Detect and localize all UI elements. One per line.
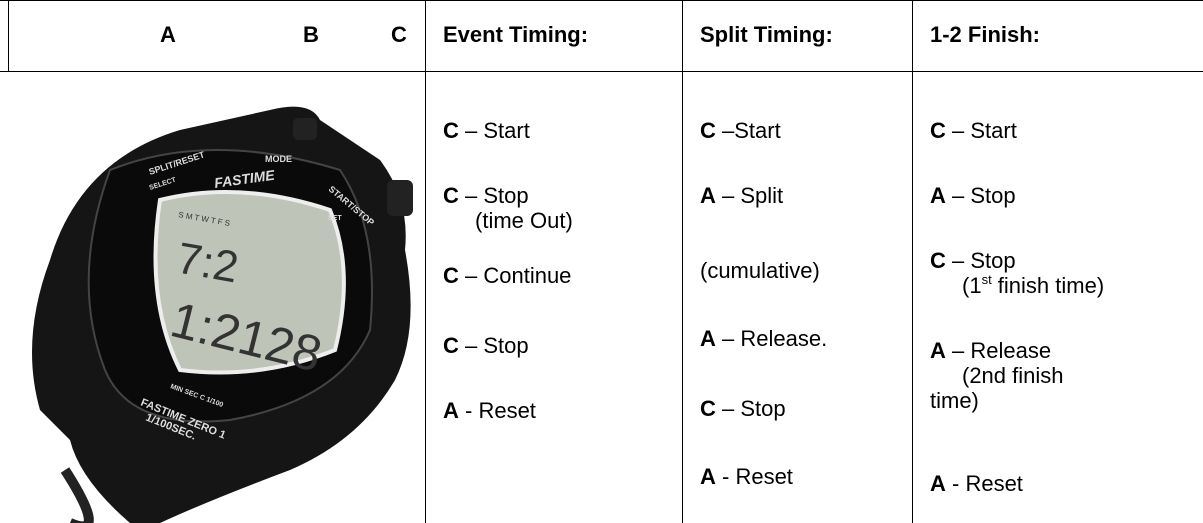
button-key: C	[700, 118, 716, 143]
button-key: C	[930, 248, 946, 273]
button-key: A	[700, 183, 716, 208]
button-key: C	[443, 333, 459, 358]
step: C – Continue	[443, 263, 571, 289]
note-text: (1	[962, 273, 982, 298]
step-text: –Start	[715, 118, 781, 143]
step: C – Stop	[930, 248, 1016, 274]
step: C – Start	[930, 118, 1017, 144]
step-text: (cumulative)	[700, 258, 820, 283]
button-label: B	[303, 22, 319, 47]
watch-label: MODE	[265, 154, 292, 164]
step-text: – Continue	[458, 263, 572, 288]
button-key: A	[930, 471, 946, 496]
column-header: Event Timing:	[443, 22, 589, 47]
step: C – Stop	[443, 333, 529, 359]
note-text: finish time)	[991, 273, 1105, 298]
step-text: – Split	[715, 183, 784, 208]
step-note: (2nd finish	[962, 363, 1064, 388]
step: C –Start	[700, 118, 781, 144]
button-key: A	[700, 326, 716, 351]
rule	[682, 0, 683, 523]
step-text: – Release	[945, 338, 1052, 363]
step-text: – Stop	[715, 396, 786, 421]
button-key: C	[443, 183, 459, 208]
step-text: – Stop	[945, 248, 1016, 273]
step-note: (time Out)	[475, 208, 573, 233]
rule	[8, 0, 9, 72]
watch-display: 7:2	[173, 234, 242, 293]
step: A - Reset	[700, 464, 793, 490]
button-label: A	[160, 22, 176, 47]
button-key: A	[700, 464, 716, 489]
step: A – Split	[700, 183, 783, 209]
step-note: time)	[930, 388, 979, 413]
button-key: A	[930, 338, 946, 363]
column-header: 1-2 Finish:	[930, 22, 1041, 47]
step: A – Release.	[700, 326, 827, 352]
button-label: C	[391, 22, 407, 47]
step: C – Stop	[443, 183, 529, 209]
step-text: – Release.	[715, 326, 828, 351]
step-text: – Start	[945, 118, 1017, 143]
button-key: C	[700, 396, 716, 421]
note-sup: st	[981, 272, 992, 287]
watch-label: SET	[328, 215, 342, 222]
step: (cumulative)	[700, 258, 820, 284]
step-text: – Start	[458, 118, 530, 143]
rule	[0, 71, 1203, 72]
step: C – Start	[443, 118, 530, 144]
step-text: - Reset	[715, 464, 793, 489]
step: A – Stop	[930, 183, 1016, 209]
column-header: Split Timing:	[700, 22, 833, 47]
button-key: A	[930, 183, 946, 208]
step-note: (1st finish time)	[962, 273, 1104, 299]
step-text: - Reset	[945, 471, 1023, 496]
step-text: - Reset	[458, 398, 536, 423]
button-key: A	[443, 398, 459, 423]
step: A - Reset	[930, 471, 1023, 497]
stopwatch-image: SPLIT/RESET SELECT MODE START/STOP SET F…	[32, 106, 413, 523]
rule	[0, 0, 1203, 1]
step-text: – Stop	[458, 333, 529, 358]
rule	[912, 0, 913, 523]
step: A - Reset	[443, 398, 536, 424]
step-text: – Stop	[458, 183, 529, 208]
button-key: C	[443, 118, 459, 143]
button-key: C	[443, 263, 459, 288]
rule	[425, 0, 426, 523]
button-key: C	[930, 118, 946, 143]
step-text: – Stop	[945, 183, 1016, 208]
step: A – Release	[930, 338, 1051, 364]
step: C – Stop	[700, 396, 786, 422]
